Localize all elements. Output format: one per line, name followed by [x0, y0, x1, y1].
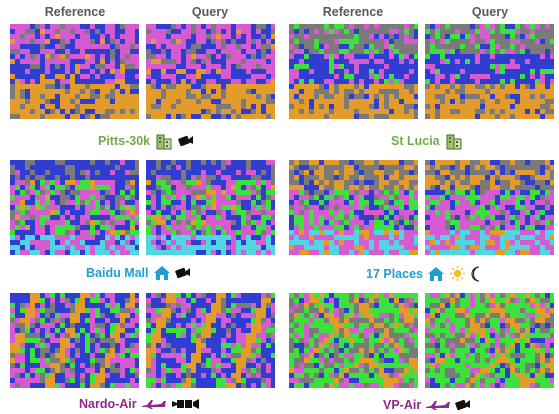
caption-17places: 17 Places: [366, 265, 482, 282]
camera-icon: [175, 265, 191, 281]
dataset-name: St Lucia: [391, 134, 440, 148]
camera-icon: [455, 397, 471, 413]
dataset-name: Baidu Mall: [86, 266, 149, 280]
image-baidumall-query: [146, 160, 275, 255]
camera-icon: [178, 133, 194, 149]
dataset-name: VP-Air: [383, 398, 421, 412]
building-icon: [154, 132, 174, 150]
home-icon: [153, 265, 171, 281]
image-stlucia-reference: [289, 24, 418, 119]
image-baidumall-reference: [10, 160, 139, 255]
header-left-reference: Reference: [10, 5, 140, 19]
airplane-icon: [425, 399, 451, 411]
dataset-name: Pitts-30k: [98, 134, 150, 148]
dataset-name: Nardo-Air: [79, 397, 137, 411]
image-vpair-query: [425, 293, 554, 388]
dataset-name: 17 Places: [366, 267, 423, 281]
caption-nardoair: Nardo-Air: [79, 397, 201, 411]
image-stlucia-query: [425, 24, 554, 119]
thermal-camera-icon: [171, 398, 201, 410]
image-17places-query: [425, 160, 554, 255]
caption-stlucia: St Lucia: [391, 132, 464, 150]
image-pitts30k-reference: [10, 24, 139, 119]
image-nardoair-query: [146, 293, 275, 388]
home-icon: [427, 266, 445, 282]
image-17places-reference: [289, 160, 418, 255]
caption-pitts30k: Pitts-30k: [98, 132, 194, 150]
moon-icon: [470, 266, 482, 282]
header-left-query: Query: [145, 5, 275, 19]
caption-baidumall: Baidu Mall: [86, 265, 191, 281]
header-right-reference: Reference: [288, 5, 418, 19]
header-right-query: Query: [425, 5, 555, 19]
image-vpair-reference: [289, 293, 418, 388]
caption-vpair: VP-Air: [383, 397, 471, 413]
building-icon: [444, 132, 464, 150]
image-nardoair-reference: [10, 293, 139, 388]
image-pitts30k-query: [146, 24, 275, 119]
airplane-icon: [141, 398, 167, 410]
sun-icon: [449, 265, 466, 282]
